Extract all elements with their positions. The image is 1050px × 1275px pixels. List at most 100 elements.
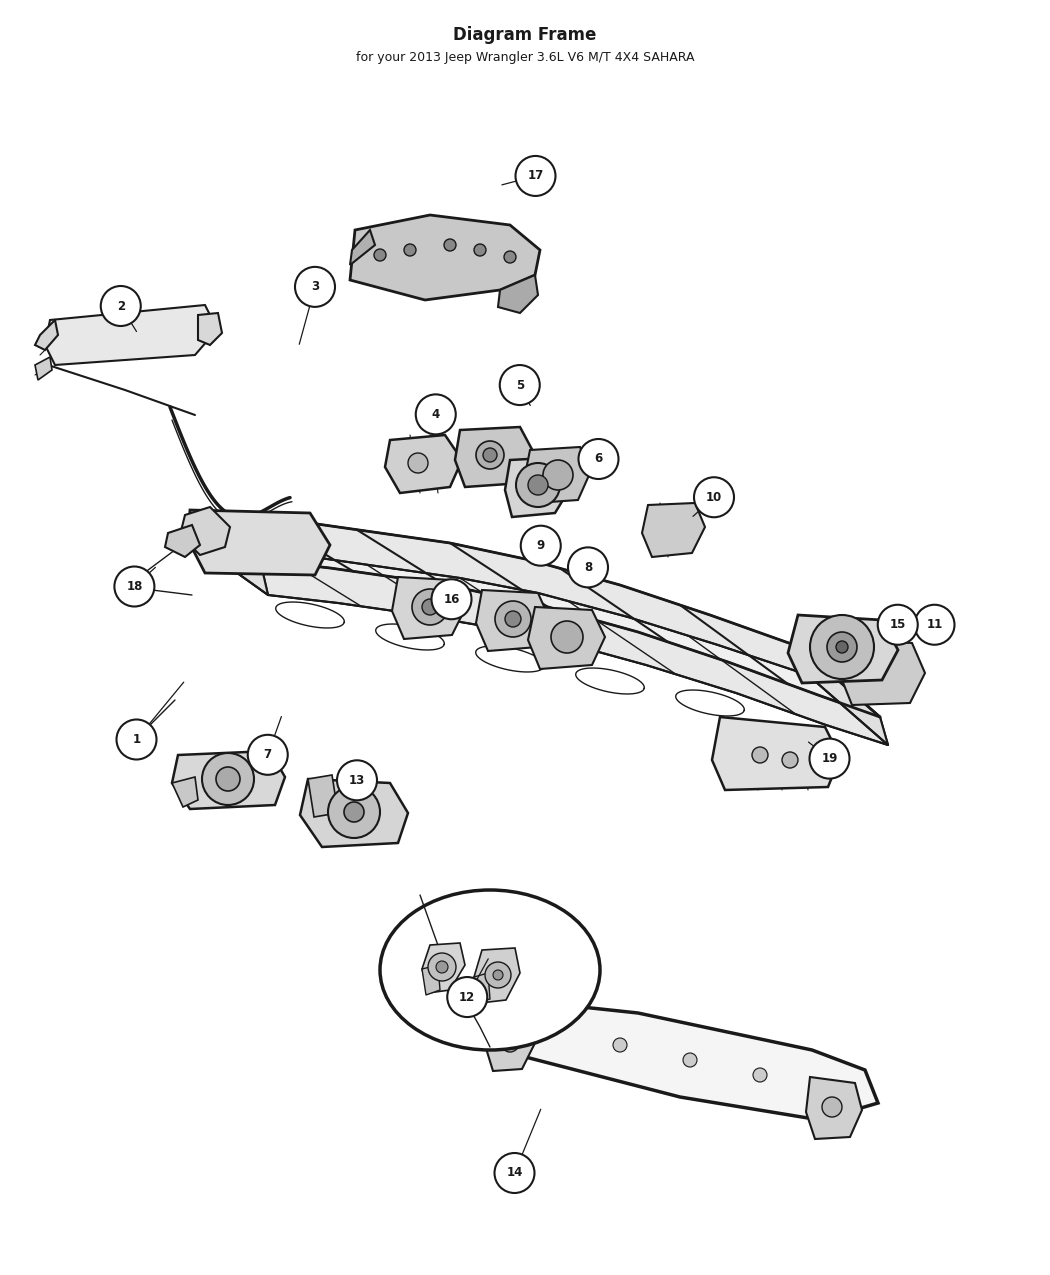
- Text: 13: 13: [349, 774, 365, 787]
- Polygon shape: [385, 435, 462, 493]
- Circle shape: [810, 738, 849, 779]
- Text: 18: 18: [126, 580, 143, 593]
- Polygon shape: [806, 1077, 862, 1139]
- Polygon shape: [642, 504, 705, 557]
- Circle shape: [412, 589, 448, 625]
- Text: 7: 7: [264, 748, 272, 761]
- Text: 5: 5: [516, 379, 524, 391]
- Polygon shape: [474, 949, 520, 1003]
- Circle shape: [551, 621, 583, 653]
- Circle shape: [337, 760, 377, 801]
- Circle shape: [408, 453, 428, 473]
- Polygon shape: [788, 615, 898, 683]
- Text: 12: 12: [459, 991, 476, 1003]
- Text: 6: 6: [594, 453, 603, 465]
- Circle shape: [694, 477, 734, 518]
- Circle shape: [216, 768, 240, 790]
- Text: 11: 11: [926, 618, 943, 631]
- Circle shape: [516, 463, 560, 507]
- Circle shape: [374, 249, 386, 261]
- Circle shape: [436, 961, 448, 973]
- Polygon shape: [476, 590, 550, 652]
- Circle shape: [753, 1068, 766, 1082]
- Polygon shape: [205, 550, 888, 745]
- Text: for your 2013 Jeep Wrangler 3.6L V6 M/T 4X4 SAHARA: for your 2013 Jeep Wrangler 3.6L V6 M/T …: [356, 51, 694, 64]
- Circle shape: [295, 266, 335, 307]
- Polygon shape: [422, 944, 465, 993]
- Polygon shape: [172, 776, 198, 807]
- Text: 8: 8: [584, 561, 592, 574]
- Polygon shape: [528, 607, 605, 669]
- Circle shape: [543, 1023, 556, 1037]
- Text: 17: 17: [527, 170, 544, 182]
- Circle shape: [447, 977, 487, 1017]
- Circle shape: [836, 641, 848, 653]
- Circle shape: [827, 632, 857, 662]
- Text: 14: 14: [506, 1167, 523, 1179]
- Circle shape: [416, 394, 456, 435]
- Circle shape: [495, 601, 531, 638]
- Polygon shape: [422, 965, 440, 994]
- Circle shape: [568, 547, 608, 588]
- Polygon shape: [35, 320, 58, 351]
- Polygon shape: [198, 312, 222, 346]
- Circle shape: [543, 460, 573, 490]
- Circle shape: [494, 970, 503, 980]
- Polygon shape: [35, 357, 52, 380]
- Circle shape: [579, 439, 618, 479]
- Circle shape: [483, 448, 497, 462]
- Circle shape: [516, 156, 555, 196]
- Circle shape: [428, 952, 456, 980]
- Circle shape: [613, 1038, 627, 1052]
- Polygon shape: [474, 973, 490, 1003]
- Polygon shape: [800, 646, 888, 745]
- Text: 19: 19: [821, 752, 838, 765]
- Circle shape: [504, 251, 516, 263]
- Circle shape: [495, 1153, 534, 1193]
- Text: Diagram Frame: Diagram Frame: [454, 26, 596, 45]
- Circle shape: [202, 754, 254, 805]
- Circle shape: [432, 579, 471, 620]
- Circle shape: [505, 611, 521, 627]
- Circle shape: [521, 525, 561, 566]
- Circle shape: [476, 441, 504, 469]
- Polygon shape: [840, 640, 925, 705]
- Polygon shape: [455, 427, 536, 487]
- Circle shape: [915, 604, 954, 645]
- Polygon shape: [448, 997, 878, 1119]
- Circle shape: [117, 719, 156, 760]
- Text: 15: 15: [889, 618, 906, 631]
- Circle shape: [822, 1096, 842, 1117]
- Polygon shape: [172, 751, 285, 810]
- Circle shape: [682, 1053, 697, 1067]
- Circle shape: [404, 244, 416, 256]
- Polygon shape: [195, 515, 268, 595]
- Circle shape: [782, 752, 798, 768]
- Polygon shape: [195, 515, 808, 674]
- Polygon shape: [498, 275, 538, 312]
- Text: 4: 4: [432, 408, 440, 421]
- Circle shape: [500, 365, 540, 405]
- Polygon shape: [350, 230, 375, 265]
- Text: 10: 10: [706, 491, 722, 504]
- Polygon shape: [712, 717, 840, 790]
- Polygon shape: [505, 456, 572, 516]
- Circle shape: [248, 734, 288, 775]
- Polygon shape: [350, 215, 540, 300]
- Text: 3: 3: [311, 280, 319, 293]
- Circle shape: [528, 476, 548, 495]
- Circle shape: [485, 963, 511, 988]
- Circle shape: [344, 802, 364, 822]
- Circle shape: [328, 785, 380, 838]
- Circle shape: [474, 244, 486, 256]
- Polygon shape: [260, 560, 888, 745]
- Polygon shape: [308, 775, 338, 817]
- Circle shape: [101, 286, 141, 326]
- Polygon shape: [300, 779, 408, 847]
- Polygon shape: [485, 1017, 536, 1071]
- Circle shape: [810, 615, 874, 680]
- Circle shape: [114, 566, 154, 607]
- Polygon shape: [525, 448, 590, 504]
- Ellipse shape: [380, 890, 600, 1051]
- Polygon shape: [45, 305, 215, 365]
